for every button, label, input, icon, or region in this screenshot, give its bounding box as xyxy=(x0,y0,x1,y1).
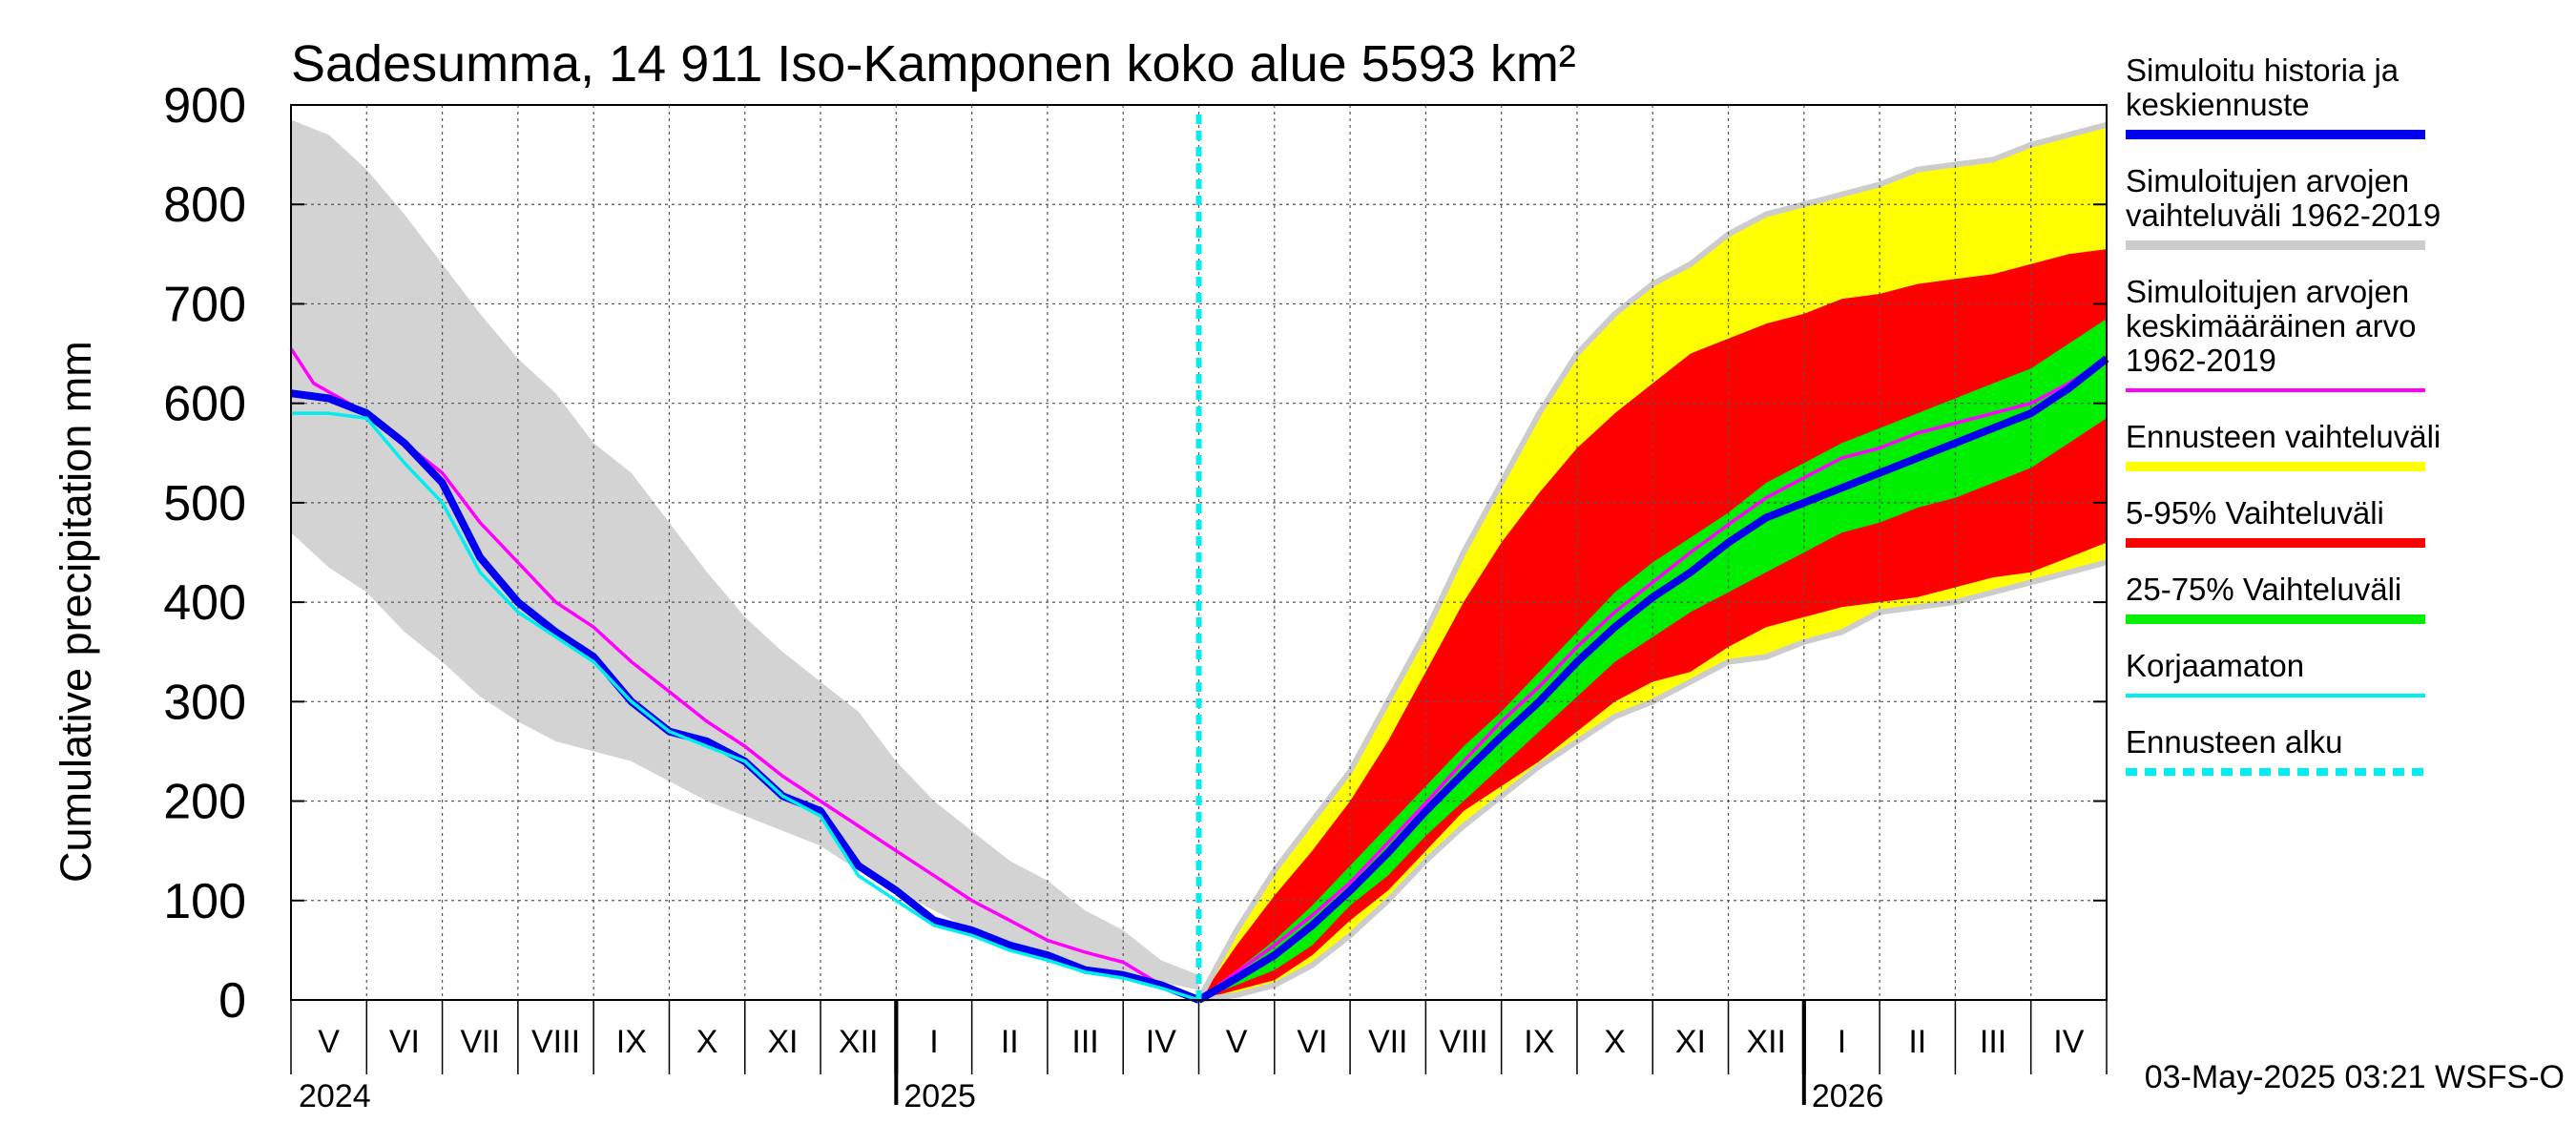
x-month-label: VIII xyxy=(1440,1024,1488,1060)
x-month-label: V xyxy=(1226,1024,1248,1060)
legend-label: Simuloitujen arvojen xyxy=(2126,274,2409,309)
y-tick-label: 800 xyxy=(163,177,246,233)
legend-label: keskiennuste xyxy=(2126,87,2310,122)
forecast-25-75-band xyxy=(1198,319,2107,1001)
x-month-label: III xyxy=(1980,1024,2006,1060)
x-month-label: XII xyxy=(839,1024,879,1060)
x-month-label: XII xyxy=(1746,1024,1786,1060)
y-tick-label: 600 xyxy=(163,377,246,432)
y-tick-label: 900 xyxy=(163,78,246,134)
legend-label: Simuloitu historia ja xyxy=(2126,52,2399,88)
y-axis-label: Cumulative precipitation mm xyxy=(52,341,100,883)
uncorrected-line xyxy=(291,411,1200,1002)
y-tick-label: 0 xyxy=(218,973,246,1029)
y-tick-label: 700 xyxy=(163,277,246,332)
data-lines xyxy=(289,114,2109,1004)
historical-mean-line xyxy=(289,347,1200,1002)
x-month-label: VII xyxy=(460,1024,500,1060)
forecast-climate-upper-edge xyxy=(1195,121,2108,1002)
y-ticks: 0 100 200 300 400 500 600 700 800 900 xyxy=(163,78,2107,1029)
x-month-label: VII xyxy=(1368,1024,1408,1060)
x-month-label: XI xyxy=(1675,1024,1706,1060)
legend-label: keskimääräinen arvo xyxy=(2126,308,2416,344)
y-tick-label: 200 xyxy=(163,775,246,830)
x-month-label: X xyxy=(1604,1024,1626,1060)
x-month-label: VI xyxy=(1297,1024,1327,1060)
x-month-label: I xyxy=(929,1024,938,1060)
x-month-label: IX xyxy=(616,1024,647,1060)
x-month-label: IX xyxy=(1524,1024,1554,1060)
x-month-label: I xyxy=(1838,1024,1846,1060)
x-month-label: VI xyxy=(389,1024,420,1060)
x-year-label: 2025 xyxy=(904,1078,976,1114)
x-month-label: II xyxy=(1001,1024,1019,1060)
y-tick-label: 100 xyxy=(163,874,246,929)
legend-label: Simuloitujen arvojen xyxy=(2126,163,2409,198)
legend-label: 1962-2019 xyxy=(2126,343,2276,378)
legend-label: vaihteluväli 1962-2019 xyxy=(2126,198,2441,233)
x-month-label: V xyxy=(318,1024,340,1060)
legend-label: 25-75% Vaihteluväli xyxy=(2126,572,2401,607)
legend-label: 5-95% Vaihteluväli xyxy=(2126,495,2384,531)
x-month-label: XI xyxy=(767,1024,798,1060)
y-tick-label: 400 xyxy=(163,575,246,631)
footer-timestamp: 03-May-2025 03:21 WSFS-O xyxy=(2145,1059,2565,1095)
y-tick-label: 300 xyxy=(163,675,246,730)
x-month-label: II xyxy=(1908,1024,1926,1060)
forecast-mean-line xyxy=(1196,355,2109,1004)
x-year-label: 2024 xyxy=(299,1078,371,1114)
x-ticks: V VI VII VIII IX X XI XII I II III IV V VI VII VIII IX X X… xyxy=(290,1000,2108,1114)
x-month-label: IV xyxy=(2053,1024,2084,1060)
y-tick-label: 500 xyxy=(163,476,246,531)
legend-label: Korjaamaton xyxy=(2126,648,2304,683)
grid-lines xyxy=(291,104,2107,1000)
x-month-label: X xyxy=(696,1024,718,1060)
legend-label: Ennusteen alku xyxy=(2126,724,2343,760)
x-month-label: III xyxy=(1071,1024,1098,1060)
x-month-label: VIII xyxy=(531,1024,580,1060)
chart-title: Sadesumma, 14 911 Iso-Kamponen koko alue… xyxy=(291,35,1576,93)
forecast-climate-mean-line xyxy=(1197,357,2108,1002)
legend-label: Ennusteen vaihteluväli xyxy=(2126,419,2441,454)
x-year-label: 2026 xyxy=(1812,1078,1884,1114)
x-month-label: IV xyxy=(1146,1024,1176,1060)
